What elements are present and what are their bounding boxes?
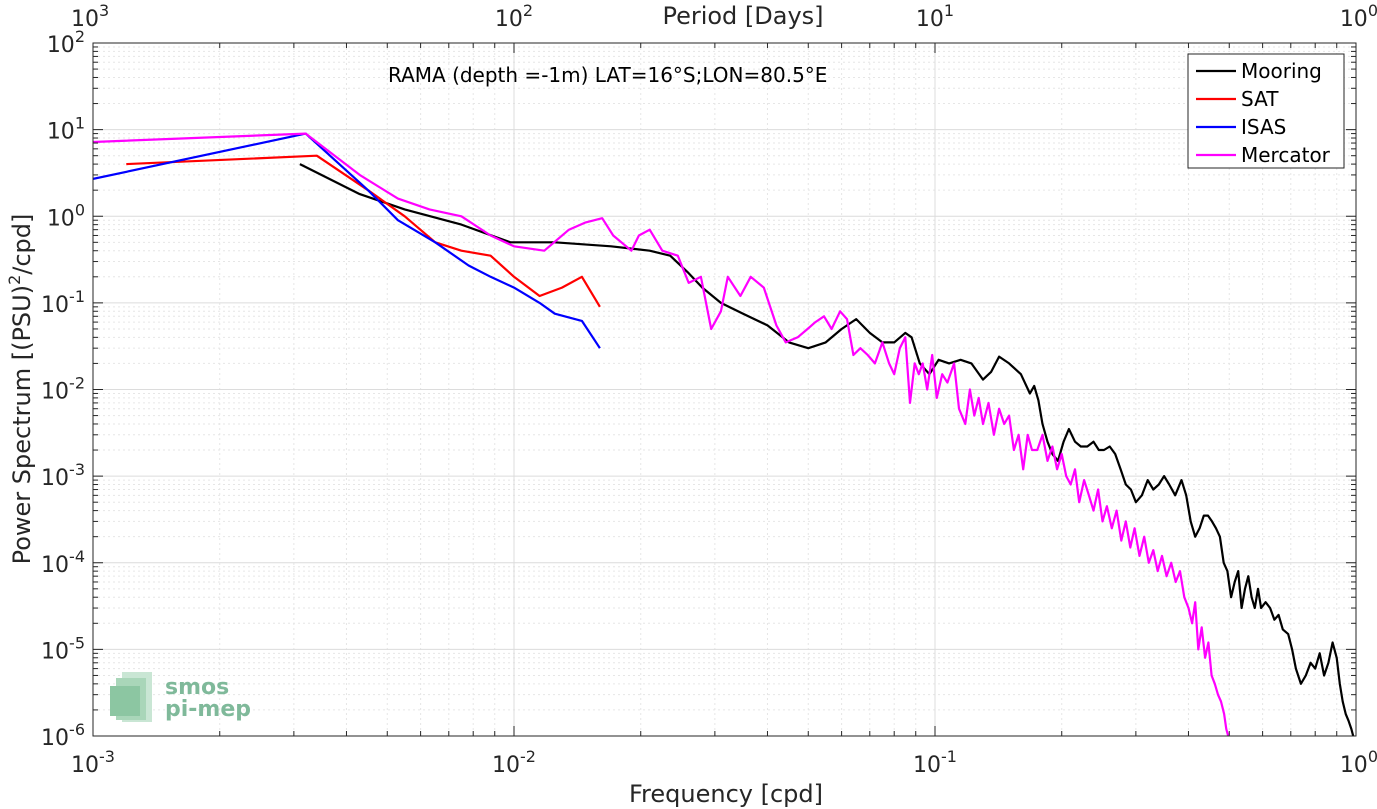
x-tick-label: 10-1: [913, 747, 957, 778]
series-line-sat: [126, 154, 601, 308]
chart-annotation: RAMA (depth =-1m) LAT=16°S;LON=80.5°E: [388, 63, 827, 87]
y-tick-label-base: 10: [41, 639, 69, 664]
series-line-mercator: [93, 132, 1230, 736]
x-tick-label-exponent: 0: [1368, 747, 1377, 766]
y-tick-label: 102: [47, 27, 85, 58]
y-tick-label: 10-3: [41, 460, 85, 491]
top-tick-label-base: 10: [495, 7, 523, 32]
y-tick-label-exponent: -4: [69, 547, 85, 566]
x-axis-title: Frequency [cpd]: [629, 780, 823, 808]
smos-logo: smos pi-mep: [110, 672, 251, 722]
logo-text-pimep: pi-mep: [165, 697, 251, 722]
y-tick-label: 101: [47, 114, 85, 145]
y-tick-label-base: 10: [47, 120, 75, 145]
y-axis-title-sup: 2: [5, 275, 24, 285]
x-tick-label-exponent: -1: [941, 747, 957, 766]
top-tick-label: 101: [916, 1, 954, 32]
top-tick-label-base: 10: [916, 7, 944, 32]
x-tick-label-base: 10: [492, 753, 520, 778]
y-tick-label-base: 10: [41, 726, 69, 751]
x-tick-label: 100: [1340, 747, 1377, 778]
series-line-mooring: [299, 163, 1355, 736]
y-tick-label-exponent: 1: [75, 114, 85, 133]
series-line-isas: [93, 132, 601, 349]
top-tick-label-exponent: 3: [99, 1, 109, 20]
y-tick-label-exponent: -3: [69, 460, 85, 479]
top-tick-label: 103: [71, 1, 109, 32]
top-tick-label-base: 10: [1340, 7, 1368, 32]
legend-entries: Mooring SAT ISAS Mercator: [1196, 59, 1331, 167]
y-tick-label: 10-6: [41, 720, 85, 751]
legend-label-sat: SAT: [1241, 87, 1279, 111]
y-tick-label-exponent: -2: [69, 374, 85, 393]
y-tick-label-base: 10: [41, 553, 69, 578]
legend-box: [1187, 53, 1345, 169]
y-tick-label-base: 10: [41, 293, 69, 318]
legend-label-mercator: Mercator: [1241, 143, 1331, 167]
y-tick-label-exponent: 0: [75, 200, 85, 219]
legend-label-mooring: Mooring: [1241, 59, 1322, 83]
top-tick-label-exponent: 1: [944, 1, 954, 20]
x-tick-label-base: 10: [71, 753, 99, 778]
top-tick-label-exponent: 0: [1368, 1, 1377, 20]
top-tick-label-base: 10: [71, 7, 99, 32]
logo-text-smos: smos: [165, 675, 229, 700]
top-tick-label: 100: [1340, 1, 1377, 32]
y-tick-label-exponent: 2: [75, 27, 85, 46]
top-tick-label-exponent: 2: [523, 1, 533, 20]
x-tick-label-exponent: -2: [520, 747, 536, 766]
y-tick-label-base: 10: [47, 206, 75, 231]
y-tick-label-exponent: -5: [69, 633, 85, 652]
legend: Mooring SAT ISAS Mercator: [1187, 53, 1345, 169]
y-tick-label-exponent: -1: [69, 287, 85, 306]
y-axis-title-main: Power Spectrum [(PSU): [8, 285, 36, 564]
y-tick-label: 10-5: [41, 633, 85, 664]
logo-layer-3: [110, 686, 140, 716]
x-tick-label-base: 10: [913, 753, 941, 778]
x-tick-label: 10-2: [492, 747, 536, 778]
x-tick-label: 10-3: [71, 747, 115, 778]
series-layer: [93, 132, 1355, 736]
grid-minor: [93, 43, 1356, 736]
legend-label-isas: ISAS: [1241, 115, 1286, 139]
ticks-layer: [92, 42, 1357, 737]
y-tick-label-exponent: -6: [69, 720, 85, 739]
y-axis-title-tail: /cpd]: [8, 214, 36, 275]
y-tick-label-base: 10: [41, 380, 69, 405]
y-tick-label-base: 10: [47, 33, 75, 58]
x-tick-label-base: 10: [1340, 753, 1368, 778]
y-tick-label: 10-1: [41, 287, 85, 318]
y-tick-label: 10-4: [41, 547, 85, 578]
y-axis-title: Power Spectrum [(PSU)2/cpd]: [5, 214, 36, 565]
y-tick-label: 10-2: [41, 374, 85, 405]
top-tick-label: 102: [495, 1, 533, 32]
y-tick-label-base: 10: [41, 466, 69, 491]
y-tick-label: 100: [47, 200, 85, 231]
top-axis-title: Period [Days]: [662, 2, 823, 30]
x-tick-label-exponent: -3: [99, 747, 115, 766]
